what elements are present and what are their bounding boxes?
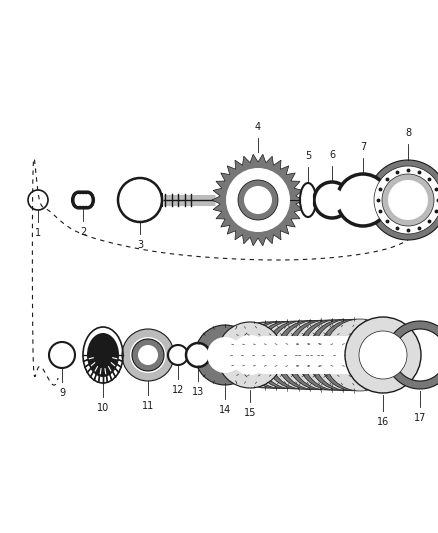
Circle shape	[248, 321, 315, 389]
Circle shape	[324, 336, 362, 374]
Text: 13: 13	[192, 387, 204, 397]
Circle shape	[259, 321, 327, 389]
Circle shape	[324, 319, 396, 391]
Circle shape	[232, 322, 298, 388]
Ellipse shape	[71, 191, 85, 209]
Circle shape	[168, 345, 188, 365]
Polygon shape	[212, 154, 304, 246]
Circle shape	[291, 336, 328, 374]
Text: 16: 16	[377, 417, 389, 427]
Text: 12: 12	[172, 385, 184, 395]
Circle shape	[49, 342, 75, 368]
Circle shape	[132, 339, 164, 371]
Circle shape	[368, 160, 438, 240]
Circle shape	[130, 337, 166, 373]
Circle shape	[274, 336, 312, 374]
Circle shape	[138, 345, 158, 365]
Circle shape	[337, 174, 389, 226]
Circle shape	[217, 322, 283, 388]
Circle shape	[172, 349, 184, 361]
Circle shape	[330, 336, 368, 374]
Circle shape	[226, 168, 290, 232]
Circle shape	[345, 182, 381, 218]
Circle shape	[268, 336, 306, 374]
Text: 17: 17	[414, 413, 426, 423]
Text: 7: 7	[360, 142, 366, 152]
Circle shape	[243, 321, 310, 389]
Text: 8: 8	[405, 128, 411, 138]
Ellipse shape	[74, 194, 82, 206]
Circle shape	[359, 331, 407, 379]
Circle shape	[195, 325, 255, 385]
Circle shape	[186, 343, 210, 367]
Circle shape	[263, 336, 301, 374]
Text: 4: 4	[255, 122, 261, 132]
Circle shape	[257, 336, 295, 374]
Circle shape	[307, 336, 346, 374]
Circle shape	[53, 346, 71, 364]
Circle shape	[285, 336, 323, 374]
Circle shape	[230, 335, 270, 375]
Text: 3: 3	[137, 240, 143, 250]
Circle shape	[190, 347, 206, 363]
Polygon shape	[386, 321, 438, 389]
Circle shape	[302, 336, 340, 374]
Ellipse shape	[84, 194, 92, 206]
Ellipse shape	[81, 194, 88, 206]
Circle shape	[336, 336, 374, 374]
Circle shape	[374, 166, 438, 234]
Circle shape	[313, 336, 351, 374]
Text: 11: 11	[142, 401, 154, 411]
Circle shape	[244, 186, 272, 214]
Circle shape	[297, 320, 367, 390]
Circle shape	[246, 336, 284, 374]
Text: 2: 2	[80, 227, 86, 237]
Circle shape	[286, 320, 356, 390]
Ellipse shape	[303, 188, 313, 212]
Circle shape	[292, 320, 361, 390]
Circle shape	[265, 321, 332, 389]
Circle shape	[124, 184, 156, 216]
Ellipse shape	[81, 191, 95, 209]
Ellipse shape	[78, 194, 85, 206]
Ellipse shape	[74, 191, 88, 209]
Circle shape	[308, 319, 379, 391]
Ellipse shape	[78, 191, 92, 209]
Circle shape	[345, 317, 421, 393]
Circle shape	[279, 336, 318, 374]
Circle shape	[388, 180, 428, 220]
Circle shape	[207, 337, 243, 373]
Text: 10: 10	[97, 403, 109, 413]
Text: 6: 6	[329, 150, 335, 160]
Circle shape	[251, 336, 290, 374]
Circle shape	[382, 174, 434, 226]
Circle shape	[118, 178, 162, 222]
Ellipse shape	[87, 333, 119, 377]
Ellipse shape	[300, 183, 316, 217]
Circle shape	[296, 336, 334, 374]
Text: 5: 5	[305, 151, 311, 161]
Circle shape	[238, 180, 278, 220]
Circle shape	[320, 188, 344, 212]
Text: 14: 14	[219, 405, 231, 415]
Circle shape	[302, 320, 373, 390]
Circle shape	[122, 329, 174, 381]
Circle shape	[281, 320, 350, 390]
Circle shape	[276, 320, 344, 390]
Text: 15: 15	[244, 408, 256, 418]
Circle shape	[318, 319, 390, 391]
Circle shape	[313, 319, 385, 391]
Circle shape	[341, 336, 379, 374]
Circle shape	[319, 336, 357, 374]
Circle shape	[270, 321, 338, 389]
Circle shape	[314, 182, 350, 218]
Circle shape	[254, 321, 321, 389]
Circle shape	[237, 322, 304, 388]
Text: 9: 9	[59, 388, 65, 398]
Text: 1: 1	[35, 228, 41, 238]
Bar	[148, 193, 163, 207]
